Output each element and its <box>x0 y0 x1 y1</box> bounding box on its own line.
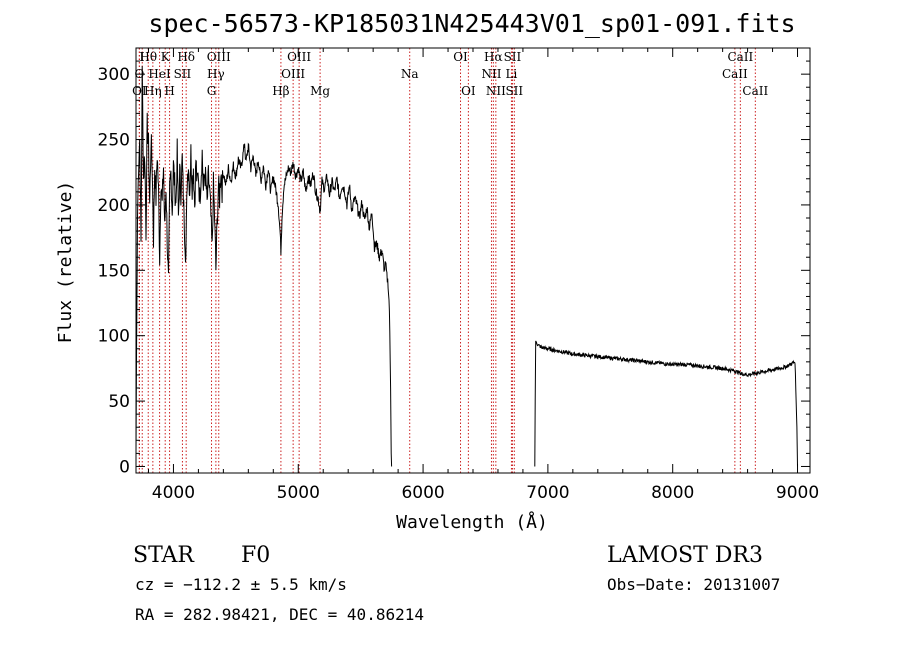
y-tick-label: 100 <box>98 327 130 347</box>
spectral-line-label: SII <box>174 67 192 81</box>
y-tick-label: 0 <box>119 457 130 477</box>
spectral-line-label: SII <box>505 84 523 98</box>
spectral-line-label: Hβ <box>272 84 289 98</box>
spectrum-segment <box>135 66 393 467</box>
y-tick-label: 150 <box>98 261 130 281</box>
ra-dec-text: RA = 282.98421, DEC = 40.86214 <box>135 605 424 624</box>
spectral-line-label: H <box>164 84 174 98</box>
y-axis-label: Flux (relative) <box>55 181 76 344</box>
spectral-line-label: HeI <box>148 67 171 81</box>
spectral-line-label: OI <box>461 84 476 98</box>
spectral-line-label: Na <box>401 67 419 81</box>
y-tick-label: 200 <box>98 196 130 216</box>
y-tick-label: 250 <box>98 131 130 151</box>
spectral-line-label: CaII <box>742 84 768 98</box>
spectral-line-label: OIII <box>207 50 231 64</box>
y-axis-ticks: 0 50 100 150 200 250 300 <box>98 60 810 477</box>
x-tick-label: 5000 <box>277 483 320 503</box>
star-class: STAR <box>133 543 195 568</box>
survey-name: LAMOST DR3 <box>607 543 763 568</box>
spectral-line-label: I <box>140 50 145 64</box>
x-tick-label: 9000 <box>776 483 819 503</box>
spectral-line-label: OIII <box>281 67 305 81</box>
x-tick-label: 7000 <box>526 483 569 503</box>
star-subclass: F0 <box>241 543 270 568</box>
spectral-line-labels: OOIIHθHηHeIKHSIIHδHγGOIIIHβOIIIOIIIMgNaO… <box>132 50 768 98</box>
y-tick-label: 300 <box>98 65 130 85</box>
y-tick-label: 50 <box>108 392 130 412</box>
spectral-line-label: SII <box>504 50 522 64</box>
spectral-line-label: OIII <box>287 50 311 64</box>
spectral-line-label: Hδ <box>177 50 195 64</box>
x-tick-label: 8000 <box>651 483 694 503</box>
x-tick-label: 4000 <box>152 483 195 503</box>
spectrum-segment <box>534 340 798 467</box>
spectral-line-label: Hθ <box>139 50 157 64</box>
spectral-line-label: NII <box>486 84 506 98</box>
spectral-line-label: NII <box>481 67 501 81</box>
spectral-line-markers <box>138 48 756 473</box>
spectral-line-label: Hγ <box>207 67 225 81</box>
spectral-line-label: Hη <box>144 84 162 98</box>
spectral-line-label: G <box>207 84 217 98</box>
spectral-line-label: Li <box>506 67 518 81</box>
chart-title: spec-56573-KP185031N425443V01_sp01-091.f… <box>148 9 795 38</box>
x-axis-ticks: 4000 5000 6000 7000 8000 9000 <box>147 48 819 503</box>
spectral-line-label: K <box>161 50 171 64</box>
x-tick-label: 6000 <box>401 483 444 503</box>
spectral-line-label: CaII <box>722 67 748 81</box>
redshift-text: cz = −112.2 ± 5.5 km/s <box>135 575 347 594</box>
spectral-line-label: Hα <box>484 50 503 64</box>
spectral-line-label: OI <box>453 50 468 64</box>
spectral-line-label: Mg <box>310 84 330 98</box>
plot-frame <box>135 47 811 474</box>
obs-date-text: Obs−Date: 20131007 <box>607 575 780 594</box>
spectral-line-label: CaII <box>727 50 753 64</box>
x-axis-label: Wavelength (Å) <box>396 511 548 533</box>
spectrum-series <box>135 66 798 467</box>
